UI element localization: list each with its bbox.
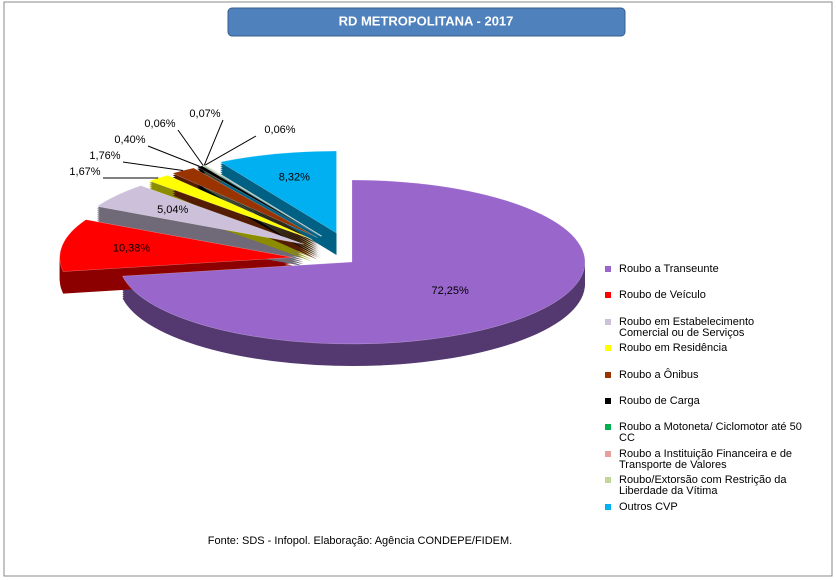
data-label: 1,76%	[89, 150, 120, 162]
data-label: 0,06%	[264, 124, 295, 136]
legend-item: Roubo a Motoneta/ Ciclomotor até 50 CC	[605, 422, 805, 448]
slice	[96, 185, 304, 245]
data-label: 1,67%	[69, 166, 100, 178]
legend-label: Roubo a Motoneta/ Ciclomotor até 50 CC	[619, 421, 802, 445]
legend-item: Roubo em Residência	[605, 343, 805, 369]
legend-swatch	[605, 292, 611, 299]
legend-item: Roubo em Estabelecimento Comercial ou de…	[605, 315, 805, 343]
legend-label: Roubo de Carga	[619, 394, 700, 407]
legend-item: Roubo/Extorsão com Restrição da Liberdad…	[605, 475, 805, 501]
title-box	[227, 7, 626, 37]
data-label: 8,32%	[279, 171, 310, 183]
legend-swatch	[605, 371, 611, 378]
legend-swatch	[605, 477, 611, 484]
data-label: 0,40%	[114, 134, 145, 146]
legend-item: Roubo de Veículo	[605, 290, 805, 316]
leader-line	[204, 135, 257, 166]
legend-label: Roubo em Residência	[619, 342, 728, 355]
legend-item: Roubo a Instituição Financeira e de Tran…	[605, 447, 805, 475]
leader-line	[147, 145, 200, 167]
legend-label: Roubo em Estabelecimento Comercial ou de…	[619, 315, 755, 339]
legend-label: Roubo a Instituição Financeira e de Tran…	[619, 447, 793, 471]
slice	[148, 174, 313, 240]
legend-item: Roubo a Ônibus	[605, 368, 805, 396]
legend-swatch	[605, 266, 611, 272]
legend-swatch	[605, 503, 611, 510]
legend-item: Roubo de Carga	[605, 394, 805, 422]
legend-label: Roubo de Veículo	[619, 289, 706, 302]
legend-label: Roubo/Extorsão com Restrição da Liberdad…	[619, 474, 787, 498]
slice	[122, 179, 586, 345]
data-label: 72,25%	[431, 285, 469, 297]
legend-item: Outros CVP	[605, 500, 805, 528]
legend: Roubo a Transeunte Roubo de Veículo Roubo …	[605, 264, 805, 528]
legend-label: Outros CVP	[619, 500, 678, 513]
legend-label: Roubo a Ônibus	[619, 368, 699, 381]
legend-label: Roubo a Transeunte	[619, 263, 719, 275]
data-label: 5,04%	[157, 204, 188, 216]
slice	[196, 165, 321, 237]
data-label: 10,38%	[113, 243, 151, 255]
source: Fonte: SDS - Infopol. Elaboração: Agênci…	[208, 535, 512, 547]
data-label: 0,06%	[144, 118, 175, 130]
leader-line	[122, 161, 184, 172]
legend-item: Roubo a Transeunte	[605, 264, 805, 290]
leader-line	[177, 129, 204, 166]
legend-swatch	[605, 318, 611, 325]
slice	[59, 219, 293, 272]
leader-line	[203, 119, 224, 166]
data-label: 0,07%	[189, 108, 220, 120]
legend-swatch	[605, 345, 611, 352]
legend-swatch	[605, 397, 611, 404]
legend-swatch	[605, 450, 611, 457]
chart-title: RD METROPOLITANA - 2017	[339, 13, 514, 28]
legend-swatch	[605, 424, 611, 431]
slice	[219, 150, 337, 234]
